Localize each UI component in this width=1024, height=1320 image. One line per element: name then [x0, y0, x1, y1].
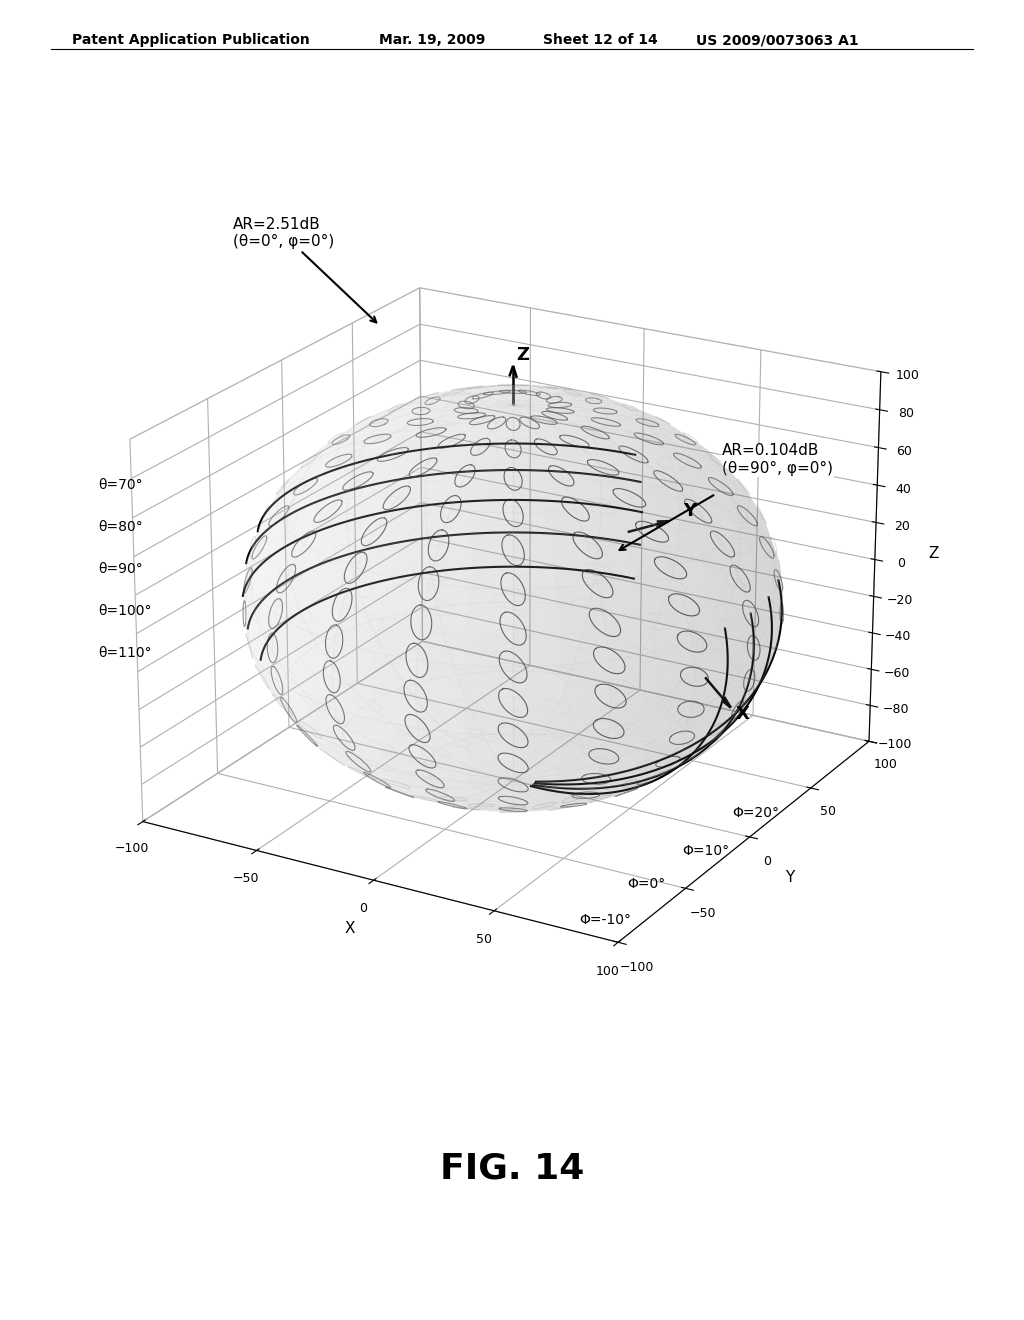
Text: Mar. 19, 2009: Mar. 19, 2009 [379, 33, 485, 48]
Text: θ=90°: θ=90° [98, 562, 143, 577]
Text: FIG. 14: FIG. 14 [440, 1151, 584, 1185]
Text: US 2009/0073063 A1: US 2009/0073063 A1 [696, 33, 859, 48]
Text: Sheet 12 of 14: Sheet 12 of 14 [543, 33, 657, 48]
Text: θ=100°: θ=100° [98, 605, 153, 618]
Text: AR=0.104dB
(θ=90°, φ=0°): AR=0.104dB (θ=90°, φ=0°) [722, 444, 833, 477]
Text: Φ=20°: Φ=20° [732, 807, 779, 820]
X-axis label: X: X [344, 921, 355, 936]
Text: Φ=0°: Φ=0° [628, 878, 666, 891]
Text: AR=2.51dB
(θ=0°, φ=0°): AR=2.51dB (θ=0°, φ=0°) [233, 216, 334, 249]
Text: Φ=10°: Φ=10° [682, 843, 729, 858]
Text: θ=110°: θ=110° [98, 647, 153, 660]
Text: θ=80°: θ=80° [98, 520, 143, 535]
Text: Patent Application Publication: Patent Application Publication [72, 33, 309, 48]
Y-axis label: Y: Y [784, 870, 794, 884]
Text: Φ=-10°: Φ=-10° [579, 912, 631, 927]
Text: θ=70°: θ=70° [98, 478, 143, 492]
